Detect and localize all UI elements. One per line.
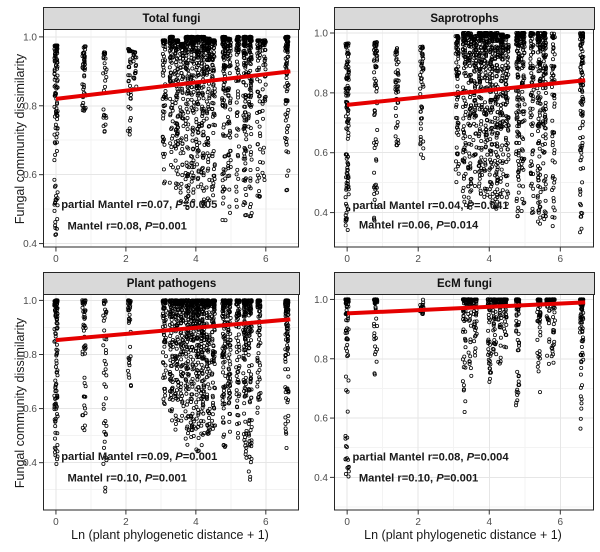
svg-text:4: 4 bbox=[486, 254, 492, 265]
panel-plant-pathogens: Plant pathogens 0 2 4 6 0.4 0.6 0.8 1.0 partial … bbox=[10, 272, 300, 529]
strip-title-plant-pathogens: Plant pathogens bbox=[126, 277, 217, 290]
strip-total-fungi: Total fungi bbox=[43, 7, 300, 30]
mantel-annotation: partial Mantel r=0.04, P=0.041 bbox=[352, 200, 508, 212]
panel-saprotrophs: Saprotrophs 0 2 4 6 0.4 0.6 0.8 1.0 partial Mant… bbox=[301, 7, 595, 266]
svg-text:6: 6 bbox=[263, 254, 269, 265]
x-axis-title-left: Ln (plant phylogenetic distance + 1) bbox=[71, 528, 269, 542]
svg-text:0.8: 0.8 bbox=[314, 88, 328, 99]
mantel-annotation: Mantel r=0.08, P=0.001 bbox=[67, 221, 186, 233]
mantel-annotation: Mantel r=0.10, P=0.001 bbox=[67, 473, 186, 485]
strip-title-ecm-fungi: EcM fungi bbox=[437, 277, 492, 290]
svg-text:0.6: 0.6 bbox=[23, 170, 37, 181]
mantel-annotation: Mantel r=0.10, P=0.001 bbox=[359, 472, 478, 484]
svg-text:6: 6 bbox=[558, 254, 564, 265]
svg-text:0.4: 0.4 bbox=[314, 208, 328, 219]
mantel-annotation: partial Mantel r=0.09, P=0.001 bbox=[61, 451, 217, 463]
strip-ecm-fungi: EcM fungi bbox=[334, 272, 595, 295]
svg-text:0: 0 bbox=[53, 254, 59, 265]
mantel-annotation: partial Mantel r=0.08, P=0.004 bbox=[352, 452, 509, 464]
svg-text:2: 2 bbox=[415, 254, 421, 265]
panel-total-fungi: Total fungi 0 2 4 6 0.4 0.6 0.8 1.0 partial Mant… bbox=[10, 7, 300, 266]
svg-text:1.0: 1.0 bbox=[314, 29, 328, 39]
panel-ecm-fungi: EcM fungi 0 2 4 6 0.4 0.6 0.8 1.0 partial Mantel… bbox=[301, 272, 595, 529]
strip-saprotrophs: Saprotrophs bbox=[334, 7, 595, 30]
mantel-annotation: partial Mantel r=0.07, P=0.005 bbox=[61, 199, 217, 211]
svg-text:4: 4 bbox=[193, 254, 199, 265]
x-axis-title-right: Ln (plant phylogenetic distance + 1) bbox=[364, 528, 562, 542]
mantel-annotation: Mantel r=0.06, P=0.014 bbox=[359, 220, 479, 232]
svg-text:0.8: 0.8 bbox=[23, 101, 37, 112]
scatter-plot-saprotrophs: 0 2 4 6 0.4 0.6 0.8 1.0 partial Mantel r=0.04, P… bbox=[314, 29, 594, 265]
strip-title-total-fungi: Total fungi bbox=[142, 12, 201, 25]
strip-plant-pathogens: Plant pathogens bbox=[43, 272, 300, 295]
svg-text:2: 2 bbox=[123, 254, 129, 265]
svg-text:1.0: 1.0 bbox=[23, 32, 37, 43]
strip-title-saprotrophs: Saprotrophs bbox=[430, 12, 499, 25]
scatter-plot-total-fungi: 0 2 4 6 0.4 0.6 0.8 1.0 partial Mantel r=0.07, P… bbox=[23, 29, 299, 265]
svg-text:0.6: 0.6 bbox=[314, 148, 328, 159]
svg-text:0.4: 0.4 bbox=[23, 239, 37, 250]
svg-text:0: 0 bbox=[344, 254, 350, 265]
